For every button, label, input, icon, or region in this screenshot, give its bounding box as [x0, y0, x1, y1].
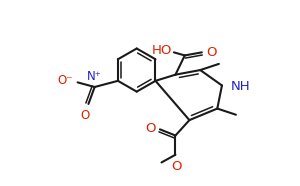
- Text: O: O: [206, 46, 217, 59]
- Text: O: O: [172, 160, 182, 173]
- Text: O: O: [145, 122, 155, 135]
- Text: O⁻: O⁻: [58, 74, 73, 87]
- Text: HO: HO: [152, 44, 172, 57]
- Text: NH: NH: [231, 81, 251, 94]
- Text: O: O: [81, 109, 90, 122]
- Text: N⁺: N⁺: [86, 70, 101, 83]
